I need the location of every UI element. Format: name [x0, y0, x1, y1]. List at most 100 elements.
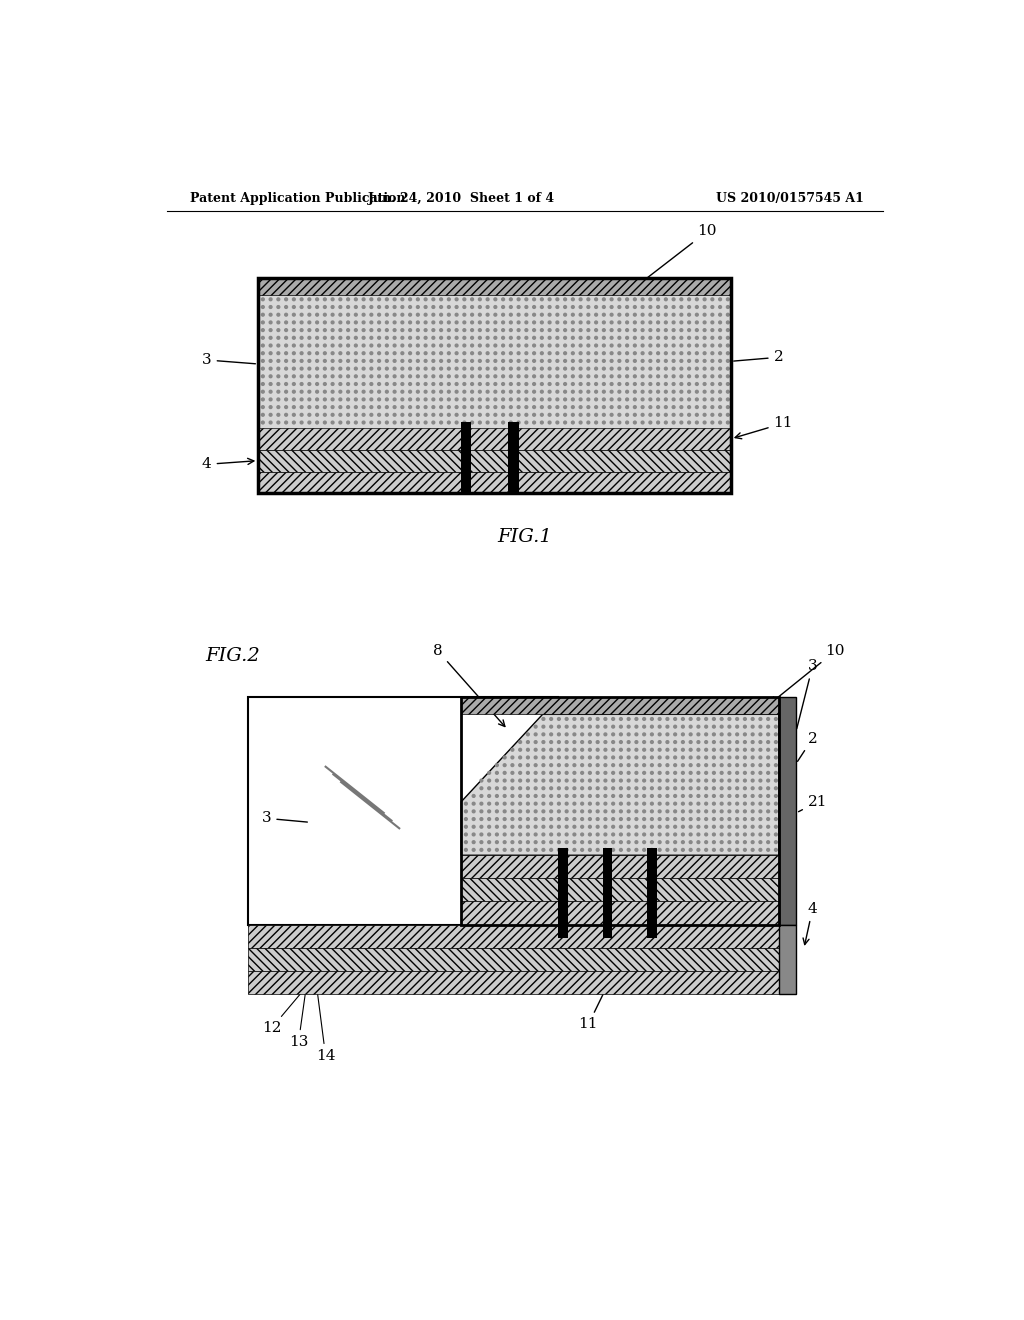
Circle shape: [517, 421, 520, 424]
Circle shape: [510, 391, 512, 393]
Bar: [248, 970, 796, 994]
Circle shape: [542, 825, 545, 828]
Circle shape: [587, 321, 590, 323]
Circle shape: [393, 337, 396, 339]
Circle shape: [617, 413, 621, 416]
Bar: [258, 294, 731, 428]
Circle shape: [697, 841, 699, 843]
Circle shape: [711, 359, 714, 362]
Circle shape: [550, 810, 553, 813]
Circle shape: [550, 733, 553, 735]
Circle shape: [656, 298, 659, 301]
Circle shape: [602, 375, 605, 378]
Circle shape: [511, 841, 514, 843]
Circle shape: [643, 817, 645, 821]
Circle shape: [635, 810, 638, 813]
Circle shape: [502, 298, 505, 301]
Circle shape: [285, 405, 288, 408]
Circle shape: [656, 321, 659, 323]
Circle shape: [774, 764, 777, 767]
Circle shape: [463, 329, 466, 331]
Circle shape: [604, 764, 607, 767]
Circle shape: [347, 413, 349, 416]
Circle shape: [496, 764, 499, 767]
Circle shape: [424, 313, 427, 315]
Circle shape: [617, 383, 621, 385]
Circle shape: [658, 725, 662, 729]
Circle shape: [496, 779, 499, 781]
Circle shape: [409, 345, 412, 347]
Circle shape: [580, 313, 582, 315]
Circle shape: [472, 849, 475, 851]
Circle shape: [417, 329, 419, 331]
Circle shape: [478, 352, 481, 355]
Circle shape: [548, 329, 551, 331]
Circle shape: [697, 748, 699, 751]
Circle shape: [759, 741, 762, 743]
Circle shape: [480, 817, 482, 821]
Circle shape: [672, 329, 675, 331]
Circle shape: [424, 421, 427, 424]
Circle shape: [595, 352, 597, 355]
Circle shape: [595, 375, 597, 378]
Circle shape: [571, 383, 574, 385]
Circle shape: [502, 329, 505, 331]
Circle shape: [293, 367, 295, 370]
Circle shape: [602, 337, 605, 339]
Circle shape: [487, 803, 490, 805]
Circle shape: [300, 399, 303, 401]
Circle shape: [656, 399, 659, 401]
Circle shape: [728, 795, 731, 797]
Circle shape: [774, 779, 777, 781]
Circle shape: [557, 725, 560, 729]
Circle shape: [517, 413, 520, 416]
Circle shape: [432, 391, 435, 393]
Circle shape: [315, 321, 318, 323]
Circle shape: [525, 383, 527, 385]
Circle shape: [602, 321, 605, 323]
Circle shape: [480, 810, 482, 813]
Circle shape: [385, 421, 388, 424]
Circle shape: [541, 321, 544, 323]
Circle shape: [695, 367, 698, 370]
Circle shape: [535, 849, 537, 851]
Circle shape: [596, 833, 599, 836]
Text: Jun. 24, 2010  Sheet 1 of 4: Jun. 24, 2010 Sheet 1 of 4: [368, 191, 555, 205]
Circle shape: [611, 779, 614, 781]
Circle shape: [573, 725, 575, 729]
Circle shape: [774, 849, 777, 851]
Circle shape: [432, 405, 435, 408]
Circle shape: [759, 833, 762, 836]
Circle shape: [550, 833, 553, 836]
Circle shape: [658, 764, 662, 767]
Circle shape: [688, 399, 690, 401]
Text: 2: 2: [734, 350, 783, 364]
Circle shape: [276, 359, 280, 362]
Circle shape: [688, 306, 690, 309]
Circle shape: [269, 375, 272, 378]
Circle shape: [589, 803, 591, 805]
Circle shape: [736, 756, 738, 759]
Circle shape: [401, 352, 403, 355]
Circle shape: [486, 399, 489, 401]
Circle shape: [626, 329, 629, 331]
Circle shape: [556, 367, 559, 370]
Circle shape: [580, 329, 582, 331]
Circle shape: [535, 725, 537, 729]
Circle shape: [432, 413, 435, 416]
Circle shape: [378, 329, 381, 331]
Circle shape: [542, 733, 545, 735]
Circle shape: [556, 329, 559, 331]
Circle shape: [573, 817, 575, 821]
Circle shape: [526, 810, 529, 813]
Circle shape: [689, 771, 692, 775]
Circle shape: [580, 413, 582, 416]
Circle shape: [573, 849, 575, 851]
Circle shape: [393, 421, 396, 424]
Circle shape: [362, 413, 365, 416]
Circle shape: [595, 405, 597, 408]
Circle shape: [752, 779, 754, 781]
Circle shape: [519, 771, 521, 775]
Circle shape: [472, 803, 475, 805]
Circle shape: [666, 849, 669, 851]
